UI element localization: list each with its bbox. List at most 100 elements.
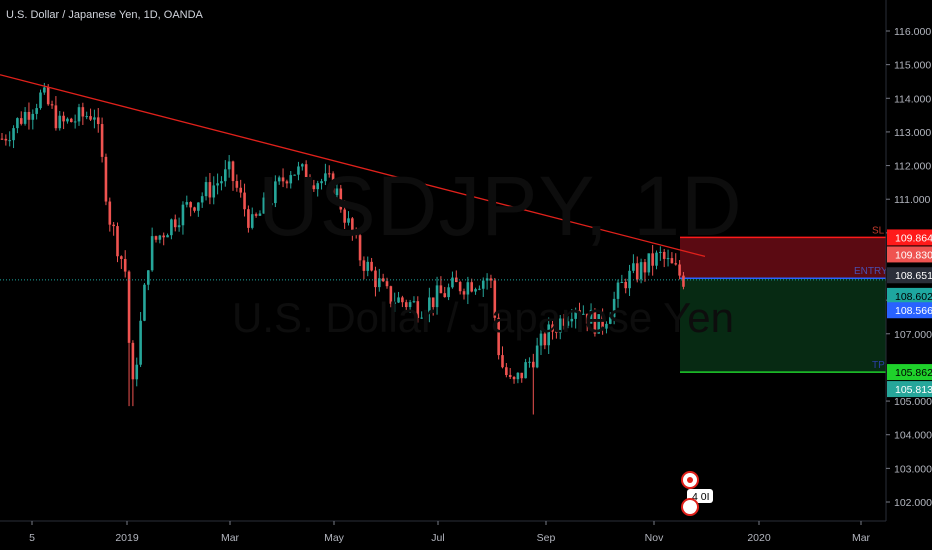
candle-body bbox=[628, 270, 631, 289]
candle-body bbox=[70, 118, 73, 123]
candle-body bbox=[8, 140, 11, 142]
candle-body bbox=[131, 342, 135, 380]
candle-body bbox=[212, 185, 216, 198]
candle-body bbox=[659, 251, 662, 253]
candle-body bbox=[100, 124, 104, 157]
candle-body bbox=[555, 331, 558, 333]
candle-body bbox=[154, 236, 158, 240]
candle-body bbox=[339, 188, 343, 210]
candle-body bbox=[497, 317, 500, 356]
candle-body bbox=[678, 264, 681, 276]
event-icon[interactable] bbox=[681, 498, 699, 516]
price-label-badge bbox=[887, 229, 932, 246]
candle-body bbox=[39, 92, 42, 109]
candle-body bbox=[651, 253, 654, 266]
candle-body bbox=[4, 138, 8, 141]
candle-body bbox=[647, 253, 651, 273]
candle-body bbox=[301, 164, 304, 167]
candle-body bbox=[304, 164, 308, 182]
candles bbox=[0, 82, 685, 415]
candle-body bbox=[62, 115, 65, 122]
candle-body bbox=[593, 309, 597, 334]
candle-body bbox=[173, 219, 177, 228]
candle-body bbox=[570, 318, 574, 322]
candle-body bbox=[370, 261, 373, 271]
candle-body bbox=[239, 187, 242, 193]
candle-body bbox=[532, 361, 535, 368]
candle-body bbox=[116, 226, 119, 257]
price-label-badge bbox=[887, 267, 932, 284]
trendline bbox=[0, 74, 706, 258]
candle-body bbox=[250, 214, 254, 228]
candle-body bbox=[381, 278, 385, 282]
candle-body bbox=[197, 202, 200, 211]
candle-body bbox=[589, 309, 593, 324]
candle-body bbox=[35, 108, 38, 114]
candle-body bbox=[166, 235, 169, 238]
candle-body bbox=[670, 258, 674, 264]
event-icon-center[interactable] bbox=[687, 477, 693, 483]
candle-body bbox=[204, 182, 208, 197]
candle-body bbox=[605, 323, 608, 329]
candle-body bbox=[274, 181, 277, 204]
price-label-text: 108.651 bbox=[895, 270, 932, 282]
candle-body bbox=[158, 235, 162, 240]
price-tick-label: 115.000 bbox=[894, 60, 931, 72]
candle-body bbox=[566, 321, 570, 326]
price-tick-label: 103.000 bbox=[894, 463, 932, 475]
time-tick-label: 2020 bbox=[747, 532, 771, 544]
price-tick-label: 111.000 bbox=[894, 194, 931, 206]
candle-body bbox=[489, 278, 493, 281]
candle-body bbox=[393, 302, 396, 304]
candle-body bbox=[104, 156, 108, 202]
price-axis[interactable]: 102.000103.000104.000105.000107.000108.0… bbox=[885, 0, 932, 550]
candle-body bbox=[662, 251, 666, 259]
candle-body bbox=[655, 252, 658, 266]
candle-body bbox=[682, 275, 685, 287]
candle-body bbox=[316, 183, 319, 190]
time-tick-label: 2019 bbox=[115, 532, 139, 544]
price-label-text: 105.862 bbox=[895, 367, 932, 379]
candle-body bbox=[297, 166, 300, 175]
candle-body bbox=[135, 364, 139, 380]
candle-body bbox=[547, 324, 550, 346]
candle-body bbox=[50, 104, 54, 106]
candle-body bbox=[224, 169, 227, 182]
candle-body bbox=[123, 258, 127, 272]
candle-body bbox=[551, 324, 554, 332]
candle-body bbox=[562, 318, 566, 326]
candle-body bbox=[266, 197, 269, 206]
candle-body bbox=[43, 87, 46, 93]
candle-body bbox=[539, 333, 543, 346]
candle-body bbox=[439, 285, 443, 294]
candle-body bbox=[81, 107, 85, 117]
time-tick-label: Jul bbox=[431, 532, 444, 544]
candle-body bbox=[23, 111, 27, 124]
candle-body bbox=[528, 361, 531, 363]
event-markers[interactable]: 4 0I bbox=[681, 471, 713, 516]
candle-body bbox=[597, 314, 601, 334]
candle-body bbox=[324, 173, 327, 182]
candle-body bbox=[424, 313, 427, 318]
chart-title: U.S. Dollar / Japanese Yen, 1D, OANDA bbox=[6, 9, 203, 21]
candle-body bbox=[331, 173, 335, 196]
candle-body bbox=[516, 372, 520, 380]
candle-body bbox=[320, 181, 323, 184]
candle-body bbox=[462, 291, 466, 295]
time-tick-label: Mar bbox=[221, 532, 240, 544]
candle-body bbox=[366, 261, 370, 271]
time-axis[interactable]: 5 2019 Mar May Jul Sep Nov 2020 Mar bbox=[0, 520, 932, 550]
candle-body bbox=[447, 287, 450, 298]
candle-body bbox=[601, 314, 604, 329]
candle-body bbox=[89, 116, 92, 120]
price-label-badge bbox=[887, 287, 932, 304]
candle-body bbox=[162, 235, 165, 238]
price-tick-label: 107.000 bbox=[894, 329, 932, 341]
candle-body bbox=[470, 282, 473, 292]
candle-body bbox=[420, 317, 423, 319]
take-profit-zone bbox=[680, 278, 886, 373]
candle-body bbox=[177, 225, 181, 228]
candle-body bbox=[435, 285, 439, 308]
candle-body bbox=[227, 161, 231, 170]
